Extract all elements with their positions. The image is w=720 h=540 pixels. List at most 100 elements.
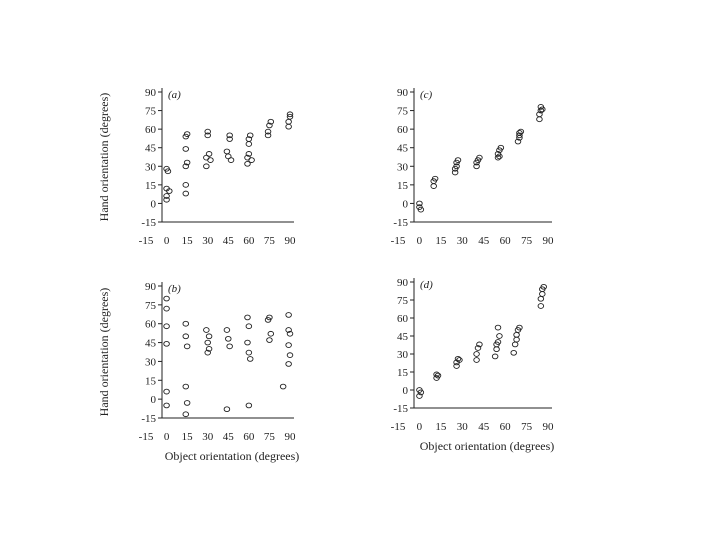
data-point — [285, 312, 292, 318]
data-point — [286, 111, 294, 118]
x-tick-label: -15 — [139, 235, 154, 247]
x-tick-label: 15 — [435, 421, 447, 433]
x-tick-label: 75 — [521, 421, 533, 433]
y-tick-label: 75 — [145, 106, 157, 118]
data-point — [204, 128, 211, 135]
y-tick-label: -15 — [141, 413, 156, 425]
data-point — [416, 200, 423, 207]
x-tick-label: 30 — [202, 235, 214, 247]
data-point — [205, 151, 213, 157]
data-point — [496, 153, 503, 160]
y-tick-label: 30 — [145, 356, 157, 368]
x-tick-label: 0 — [417, 235, 423, 247]
data-point — [223, 406, 231, 413]
x-tick-label: 60 — [500, 235, 512, 247]
data-point — [266, 314, 273, 321]
x-tick-label: 75 — [521, 235, 533, 247]
data-point — [245, 141, 253, 147]
data-point — [516, 132, 523, 139]
y-tick-label: 75 — [145, 300, 157, 312]
data-point — [226, 136, 233, 142]
x-tick-label: 90 — [543, 235, 555, 247]
panel-label: (d) — [420, 279, 433, 291]
data-point — [286, 330, 294, 337]
x-tick-label: -15 — [391, 421, 406, 433]
data-point — [182, 190, 190, 197]
data-point — [476, 341, 483, 348]
data-point — [246, 132, 254, 139]
data-point — [494, 324, 502, 331]
data-point — [183, 131, 191, 137]
data-point — [537, 303, 545, 309]
data-point — [494, 154, 502, 161]
x-tick-label: 45 — [478, 235, 490, 247]
data-point — [244, 160, 251, 167]
data-point — [267, 330, 275, 337]
y-tick-label: 60 — [397, 124, 409, 136]
data-point — [453, 163, 460, 170]
data-point — [207, 157, 214, 163]
data-point — [285, 361, 292, 367]
x-tick-label: 75 — [264, 431, 276, 443]
x-tick-label: 60 — [243, 235, 255, 247]
x-tick-label: 45 — [223, 235, 235, 247]
data-point — [248, 157, 255, 163]
data-point — [431, 175, 439, 182]
data-point — [225, 335, 232, 342]
y-tick-label: 30 — [145, 161, 157, 173]
data-point — [166, 188, 173, 194]
data-point — [203, 327, 210, 333]
data-point — [182, 146, 190, 152]
y-tick-label: 90 — [397, 277, 409, 289]
x-tick-label: 15 — [182, 431, 194, 443]
data-point — [163, 323, 170, 330]
data-point — [416, 393, 423, 399]
x-axis-title: Object orientation (degrees) — [420, 439, 555, 453]
data-point — [513, 336, 520, 343]
x-tick-label: 75 — [264, 235, 276, 247]
x-tick-label: 90 — [543, 421, 555, 433]
data-point — [223, 327, 231, 333]
data-point — [182, 383, 190, 390]
data-point — [223, 148, 231, 155]
data-point — [493, 346, 500, 353]
data-point — [266, 337, 273, 343]
x-tick-label: -15 — [391, 235, 406, 247]
data-point — [285, 118, 292, 125]
data-point — [267, 118, 275, 125]
y-axis-title: Hand orientation (degrees) — [97, 288, 111, 417]
y-tick-label: 45 — [145, 338, 157, 350]
data-point — [430, 183, 437, 189]
x-axis-title: Object orientation (degrees) — [165, 449, 300, 463]
data-point — [540, 283, 547, 290]
data-point — [536, 116, 543, 123]
data-point — [182, 182, 190, 188]
data-point — [163, 196, 170, 203]
x-tick-label: 30 — [202, 431, 214, 443]
data-point — [226, 343, 233, 350]
data-point — [204, 339, 211, 346]
data-point — [163, 388, 170, 395]
data-point — [454, 157, 462, 163]
data-point — [474, 345, 482, 351]
y-tick-label: 15 — [397, 367, 409, 379]
data-point — [163, 402, 170, 409]
y-tick-label: 60 — [145, 124, 157, 136]
data-point — [451, 169, 459, 176]
y-tick-label: 90 — [145, 281, 157, 293]
panel-label: (a) — [168, 89, 181, 101]
data-point — [226, 132, 233, 139]
y-tick-label: 30 — [397, 349, 409, 361]
x-tick-label: 15 — [435, 235, 447, 247]
y-tick-label: 0 — [151, 394, 157, 406]
data-point — [417, 389, 425, 396]
x-tick-label: 90 — [285, 431, 297, 443]
x-tick-label: 90 — [285, 235, 297, 247]
y-tick-label: 15 — [397, 180, 409, 192]
data-point — [453, 363, 460, 369]
x-tick-label: 60 — [500, 421, 512, 433]
data-point — [164, 168, 172, 175]
y-tick-label: 0 — [403, 385, 409, 397]
data-point — [205, 346, 213, 352]
